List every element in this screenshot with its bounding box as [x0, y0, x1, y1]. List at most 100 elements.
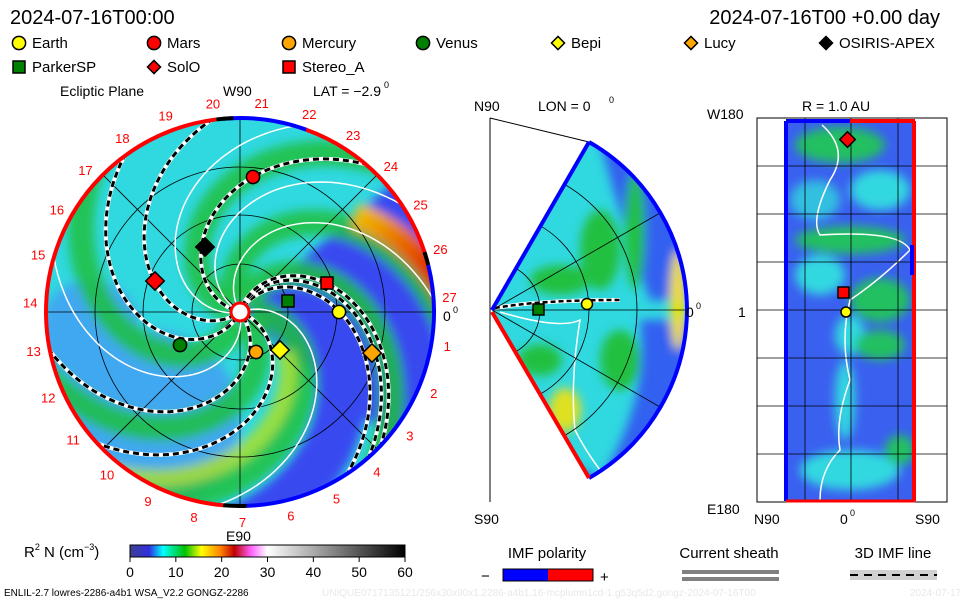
- radial-earth-marker: [840, 306, 852, 318]
- bepi-legend-diamond-icon: [550, 35, 566, 51]
- meridional-lon-degree: 0: [609, 95, 614, 105]
- rim-number-4: 4: [373, 464, 380, 479]
- rim-number-23: 23: [346, 128, 360, 143]
- ecliptic-top-label: W90: [223, 83, 252, 99]
- radial-x-mid: 0: [840, 511, 848, 527]
- ecliptic-osiris-apex-marker: [194, 236, 216, 258]
- legend-label: Lucy: [704, 35, 736, 52]
- rim-number-13: 13: [26, 344, 40, 359]
- colorbar-label: R2 N (cm−3): [24, 542, 99, 561]
- legend-item-parkersp: ParkerSP: [12, 59, 96, 76]
- mercury-legend-circle-icon: [281, 35, 297, 51]
- radial-solo-marker: [838, 130, 857, 149]
- meridional-top-label: N90: [474, 98, 500, 114]
- meridional-density-map: [492, 142, 685, 478]
- imf-polarity-rim-segment: [305, 127, 427, 253]
- radial-mid-label: 1: [738, 304, 746, 320]
- run-date: 2024-07-17: [910, 588, 960, 599]
- sheath-line-swatch: [682, 570, 779, 574]
- datetime-right: 2024-07-16T00 +0.00 day: [709, 7, 940, 29]
- rim-number-22: 22: [302, 107, 316, 122]
- rim-number-17: 17: [78, 163, 92, 178]
- imf-polarity-rim-segment: [216, 116, 234, 122]
- radial-title: R = 1.0 AU: [802, 98, 870, 114]
- imf-plus-label: +: [600, 569, 609, 586]
- model-info: ENLIL-2.7 lowres-2286-a4b1 WSA_V2.2 GONG…: [4, 588, 249, 599]
- venus-legend-circle-icon: [415, 35, 431, 51]
- colorbar-tick-label: 10: [168, 564, 184, 580]
- imf-line-title: 3D IMF line: [855, 545, 932, 562]
- solo-legend-diamond-icon: [146, 59, 162, 75]
- colorbar: R2 N (cm−3) 0 10 20 30 40 50 60: [24, 542, 413, 580]
- rim-number-11: 11: [66, 432, 80, 447]
- radial-x-mid-degree: 0: [850, 508, 855, 518]
- ecliptic-lat-label: LAT = −2.9: [313, 83, 381, 99]
- meridional-lon-label: LON = 0: [538, 98, 591, 114]
- rim-number-5: 5: [333, 492, 340, 507]
- imf-polarity-rim-segment: [222, 503, 247, 508]
- rim-number-6: 6: [287, 509, 294, 524]
- radial-x-left: N90: [754, 511, 780, 527]
- legend-item-bepi: Bepi: [550, 35, 601, 52]
- imf-positive-swatch: [548, 569, 593, 581]
- ecliptic-right-label: 0: [443, 308, 451, 324]
- legend-label: Mercury: [302, 35, 357, 52]
- legend-item-solo: SolO: [146, 59, 200, 76]
- ecliptic-mars-marker: [245, 169, 261, 185]
- imf-polarity-title: IMF polarity: [508, 545, 587, 562]
- legend-label: OSIRIS-APEX: [839, 35, 935, 52]
- rim-number-14: 14: [23, 295, 37, 310]
- legend-item-osiris-apex: OSIRIS-APEX: [818, 35, 935, 52]
- lucy-legend-diamond-icon: [683, 35, 699, 51]
- earth-legend-circle-icon: [11, 35, 27, 51]
- ecliptic-solo-marker: [144, 270, 166, 292]
- radial-panel: R = 1.0 AU W180 E180 1: [707, 98, 948, 527]
- imf-polarity-legend: IMF polarity − +: [481, 545, 609, 586]
- imf-minus-label: −: [481, 568, 490, 585]
- ecliptic-stereo-a-marker: [320, 276, 334, 290]
- rim-number-1: 1: [444, 339, 451, 354]
- stereo-a-legend-square-icon: [282, 60, 296, 74]
- rim-number-21: 21: [254, 96, 268, 111]
- rim-number-16: 16: [50, 202, 64, 217]
- legend-label: Bepi: [571, 35, 601, 52]
- radial-x-right: S90: [915, 511, 940, 527]
- meridional-earth-marker: [580, 297, 594, 311]
- current-sheath-legend: Current sheath: [679, 545, 779, 581]
- sun-marker: [229, 301, 251, 323]
- ecliptic-bepi-marker: [269, 339, 291, 361]
- colorbar-tick-label: 60: [397, 564, 413, 580]
- rim-number-8: 8: [190, 510, 197, 525]
- run-id: UNIQUE0717135121/256x30x90x1.2286-a4b1.1…: [322, 588, 756, 599]
- rim-number-25: 25: [413, 198, 427, 213]
- meridional-panel: N90 LON = 0 0: [474, 95, 701, 527]
- imf-line-legend: 3D IMF line: [850, 545, 937, 580]
- imf-negative-swatch: [503, 569, 548, 581]
- ecliptic-mercury-marker: [248, 344, 264, 360]
- legend-item-lucy: Lucy: [683, 35, 736, 52]
- radial-top-label: W180: [707, 106, 744, 122]
- rim-number-19: 19: [158, 109, 172, 124]
- rim-number-12: 12: [41, 391, 55, 406]
- ecliptic-right-degree: 0: [453, 305, 458, 315]
- meridional-right-label: 0: [686, 304, 694, 320]
- parkersp-legend-square-icon: [12, 60, 26, 74]
- imf-polarity-rim-segment: [422, 251, 431, 266]
- colorbar-tick-label: 30: [260, 564, 276, 580]
- datetime-left: 2024-07-16T00:00: [10, 7, 175, 29]
- legend-label: Mars: [167, 35, 200, 52]
- osiris-apex-legend-diamond-icon: [818, 35, 834, 51]
- imf-polarity-rim-segment: [44, 117, 224, 508]
- ecliptic-parkersp-marker: [281, 294, 295, 308]
- legend-item-mercury: Mercury: [281, 35, 357, 52]
- rim-number-9: 9: [144, 494, 151, 509]
- ecliptic-lat-degree: 0: [384, 80, 389, 90]
- rim-number-26: 26: [433, 242, 447, 257]
- meridional-parkersp-marker: [532, 303, 545, 316]
- rim-number-24: 24: [384, 159, 398, 174]
- mars-legend-circle-icon: [146, 35, 162, 51]
- colorbar-gradient: [129, 544, 406, 558]
- rim-number-18: 18: [115, 131, 129, 146]
- imf-polarity-rim-segment: [246, 264, 436, 508]
